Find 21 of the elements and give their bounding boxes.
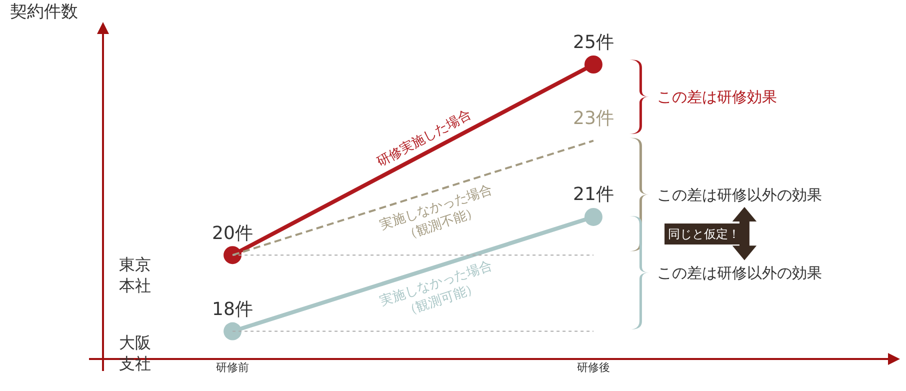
data-label: 25件 (573, 32, 614, 53)
data-label: 18件 (212, 299, 253, 320)
y-axis-title: 契約件数 (10, 2, 78, 22)
x-tick-label: 研修後 (576, 361, 610, 374)
data-label: 23件 (573, 108, 614, 129)
point (584, 208, 602, 226)
annotation: 同じと仮定！ (668, 227, 740, 241)
annotation: この差は研修効果 (657, 88, 777, 106)
point (224, 322, 242, 340)
text: 実施しなかった場合 （観測不能） (378, 182, 494, 244)
point (584, 56, 602, 74)
annotation: この差は研修以外の効果 (657, 264, 822, 282)
annotation: この差は研修以外の効果 (657, 186, 822, 204)
x-tick-label: 研修前 (216, 361, 250, 374)
text: 実施しなかった場合 （観測可能） (378, 258, 494, 320)
data-label: 21件 (573, 184, 614, 205)
text: 大阪支社 (119, 333, 151, 373)
annotation: 東京本社 (119, 255, 151, 295)
data-label: 20件 (212, 223, 253, 244)
point (224, 246, 242, 264)
text: 研修実施した場合 (374, 106, 474, 170)
